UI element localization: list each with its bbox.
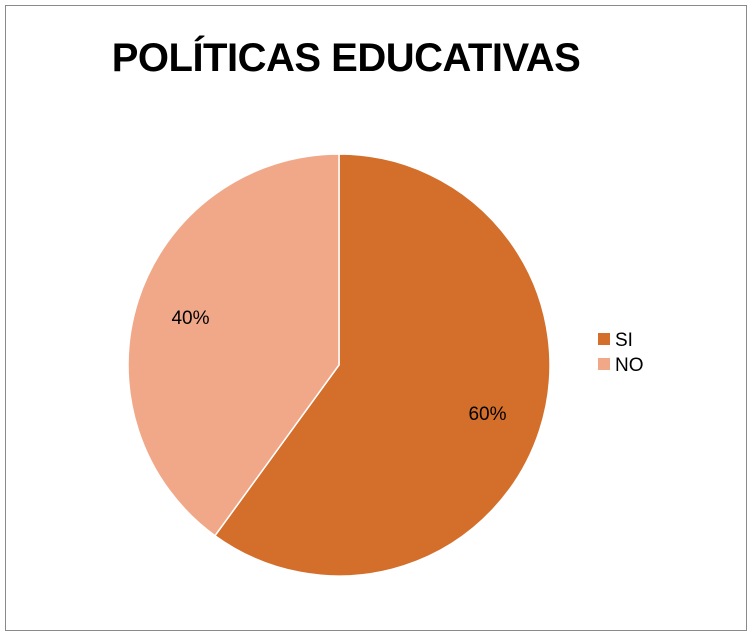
legend-label-si: SI xyxy=(615,330,633,351)
legend: SI NO xyxy=(598,330,644,376)
slice-labels: 60% 40% xyxy=(171,308,506,425)
pie-slices xyxy=(127,153,551,577)
data-label-no: 40% xyxy=(171,308,209,329)
pie-slice-no xyxy=(127,153,340,537)
legend-swatch-no xyxy=(598,358,610,370)
chart-title: POLÍTICAS EDUCATIVAS xyxy=(111,36,581,80)
pie-slice-si xyxy=(213,153,551,577)
legend-swatch-si xyxy=(598,333,610,345)
data-label-si: 60% xyxy=(468,404,506,425)
legend-label-no: NO xyxy=(615,355,644,376)
